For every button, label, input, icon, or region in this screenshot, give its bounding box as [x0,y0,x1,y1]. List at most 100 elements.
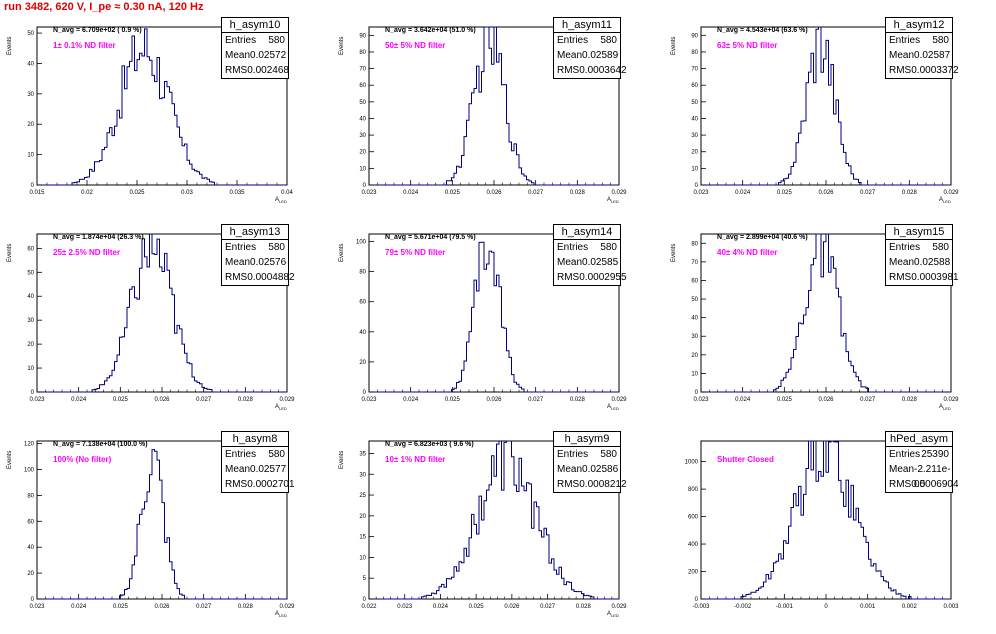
y-tick-label: 100 [356,240,367,246]
y-tick-label: 0 [695,390,699,396]
x-tick-label: 0.024 [71,397,87,403]
histogram-name: h_asym14 [554,225,620,240]
filter-label: 63± 5% ND filter [717,41,778,50]
y-tick-label: 0 [363,390,367,396]
y-tick-label: 0 [695,183,699,189]
y-tick-label: 10 [27,366,34,372]
histogram-svg: 0.015 0.02 0.025 0.03 0.035 0.04 0 10 20 30 40 50 [27,26,293,196]
histogram-line [37,449,287,600]
y-tick-label: 80 [691,50,698,56]
y-tick-label: 30 [27,92,34,98]
stat-row-mean: Mean -2.211e-05 [886,462,952,490]
x-tick-label: 0.022 [361,604,377,610]
y-tick-label: 0 [31,390,35,396]
y-tick-label: 60 [359,83,366,89]
stat-value: 0.0003372 [911,65,959,76]
y-tick-label: 40 [359,116,366,122]
histogram-panel-h_asym15: 0.023 0.024 0.025 0.026 0.027 0.028 0.029 0 10 20… [664,222,994,427]
y-tick-label: 20 [691,353,698,359]
y-tick-label: 40 [691,116,698,122]
n-avg-label: N_avg = 3.642e+04 (51.0 %) [385,27,476,34]
stat-key: Entries [889,449,921,460]
stat-key: Mean [225,50,251,61]
y-tick-label: 20 [27,122,34,128]
histogram-name: h_asym13 [222,225,288,240]
x-tick-label: 0.029 [279,604,295,610]
x-tick-label: 0.003 [943,604,959,610]
y-tick-label: 60 [27,246,34,252]
x-tick-label: 0.024 [735,397,751,403]
y-tick-label: 30 [359,133,366,139]
stat-key: Entries [889,242,921,253]
stat-row-entries: Entries 580 [222,447,288,462]
y-tick-label: 10 [27,153,34,159]
y-tick-label: 120 [24,442,35,448]
y-tick-label: 40 [27,294,34,300]
stat-box: hPed_asym Entries 25390 Mean -2.211e-05 RMS 0.… [885,431,959,493]
x-axis-label: ALED [275,404,287,412]
histogram-svg: 0.023 0.024 0.025 0.026 0.027 0.028 0.029 0 20 40… [24,440,295,610]
x-tick-label: 0.026 [504,604,520,610]
x-tick-label: -0.003 [692,604,710,610]
stat-row-rms: RMS 0.0002701 [222,477,295,492]
stat-row-rms: RMS 0.0003642 [554,63,627,78]
stat-key: Entries [557,35,589,46]
n-avg-label: N_avg = 6.823e+03 ( 9.6 %) [385,441,474,448]
n-avg-label: N_avg = 4.543e+04 (63.6 %) [717,27,808,34]
stat-key: Mean [225,257,251,268]
x-tick-label: 0.029 [611,190,627,196]
y-tick-label: 90 [359,33,366,39]
y-tick-label: 10 [691,166,698,172]
stat-row-rms: RMS 0.002468 [222,63,289,78]
stat-box: h_asym13 Entries 580 Mean 0.02576 RMS 0.000488… [221,224,295,286]
y-axis-label: Events [7,243,13,262]
stat-value: -2.211e-05 [914,464,951,490]
x-tick-label: 0.027 [528,397,544,403]
stat-key: Entries [225,35,257,46]
y-tick-label: 40 [27,545,34,551]
stat-box: h_asym8 Entries 580 Mean 0.02577 RMS 0.0002701 [221,431,295,493]
stat-value: 580 [268,242,285,253]
x-tick-label: 0.027 [196,604,212,610]
y-tick-label: 50 [27,270,34,276]
y-tick-label: 0 [363,183,367,189]
y-axis-label: Events [339,36,345,55]
y-tick-label: 100 [24,467,35,473]
stat-value: 580 [600,242,617,253]
x-axis-label: ALED [939,404,951,412]
stat-value: 0.0002955 [579,272,627,283]
stat-key: Mean [557,257,583,268]
histogram-panel-h_asym14: 0.023 0.024 0.025 0.026 0.027 0.028 0.029 0 20 40… [332,222,662,427]
y-tick-label: 0 [695,597,699,603]
y-tick-label: 90 [691,33,698,39]
y-tick-label: 60 [359,300,366,306]
histogram-panel-h_asym13: 0.023 0.024 0.025 0.026 0.027 0.028 0.029 0 10 20… [0,222,330,427]
n-avg-label: N_avg = 7.138e+04 (100.0 %) [53,441,148,448]
filter-label: 100% (No filter) [53,455,112,464]
x-tick-label: 0.024 [433,604,449,610]
y-tick-label: 80 [359,270,366,276]
y-tick-label: 50 [27,31,34,37]
stat-row-entries: Entries 580 [554,447,620,462]
y-tick-label: 80 [27,493,34,499]
x-tick-label: 0.023 [29,604,45,610]
histogram-name: h_asym11 [554,18,620,33]
stat-box: h_asym10 Entries 580 Mean 0.02572 RMS 0.002468 [221,17,289,79]
stat-row-entries: Entries 580 [886,33,952,48]
x-tick-label: 0.024 [403,190,419,196]
x-tick-label: 0.028 [570,397,586,403]
n-avg-label: N_avg = 1.874e+04 (26.3 %) [53,234,144,241]
y-tick-label: 10 [359,555,366,561]
x-tick-label: 0.028 [576,604,592,610]
x-axis-label: ALED [607,404,619,412]
x-tick-label: 0.023 [361,190,377,196]
histogram-name: h_asym10 [222,18,288,33]
x-tick-label: 0.028 [902,397,918,403]
filter-label: 79± 5% ND filter [385,248,446,257]
stat-value: 0.02585 [582,257,619,268]
stat-key: Entries [225,242,257,253]
histogram-line [701,440,951,600]
stat-value: 0.02576 [250,257,287,268]
x-tick-label: -0.001 [776,604,794,610]
stat-value: 0.0003981 [911,272,959,283]
